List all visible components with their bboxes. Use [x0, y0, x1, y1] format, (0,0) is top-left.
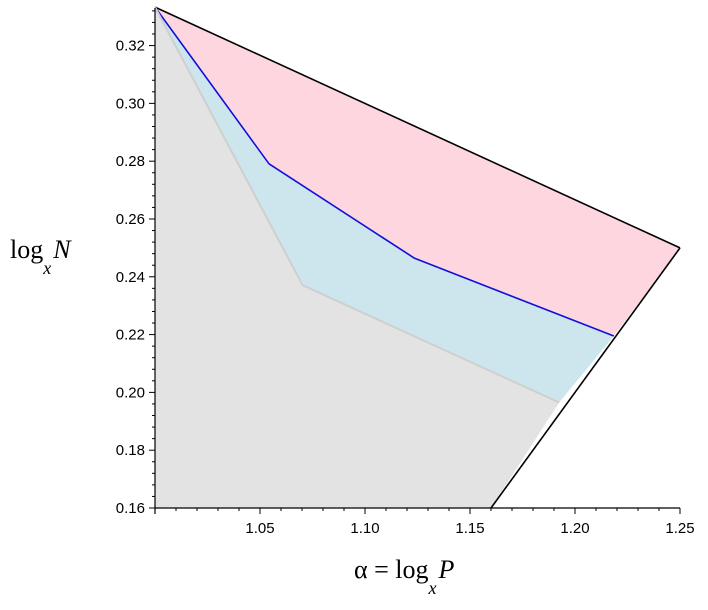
x-tick-label: 1.15 [455, 520, 484, 537]
y-tick-label: 0.32 [116, 38, 145, 55]
y-tick-label: 0.24 [116, 269, 145, 286]
chart-ticks: 0.16 0.18 0.20 0.22 0.24 0.26 0.28 0.30 0.32 1.05… [116, 10, 695, 537]
y-tick-label: 0.26 [116, 211, 145, 228]
boundary-line-0 [154, 6, 615, 337]
boundary-line-3 [154, 6, 560, 404]
y-tick-label: 0.30 [116, 95, 145, 112]
y-tick-label: 0.22 [116, 327, 145, 344]
boundary-line-1 [154, 6, 681, 249]
y-tick-label: 0.16 [116, 500, 145, 517]
y-tick-label: 0.18 [116, 442, 145, 459]
region-2 [155, 7, 680, 336]
x-tick-label: 1.05 [245, 520, 274, 537]
x-tick-label: 1.20 [560, 520, 589, 537]
boundary-line-2 [490, 247, 681, 509]
chart-lines [154, 6, 681, 509]
y-axis-label: logxN [10, 235, 72, 278]
x-tick-label: 1.25 [665, 520, 694, 537]
region-0 [155, 7, 560, 508]
y-tick-label: 0.28 [116, 153, 145, 170]
region-1 [155, 7, 614, 403]
x-tick-label: 1.10 [350, 520, 379, 537]
chart-regions [155, 7, 680, 508]
x-axis-label: α = logxP [354, 555, 455, 598]
y-tick-label: 0.20 [116, 384, 145, 401]
chart-axes [154, 8, 680, 514]
